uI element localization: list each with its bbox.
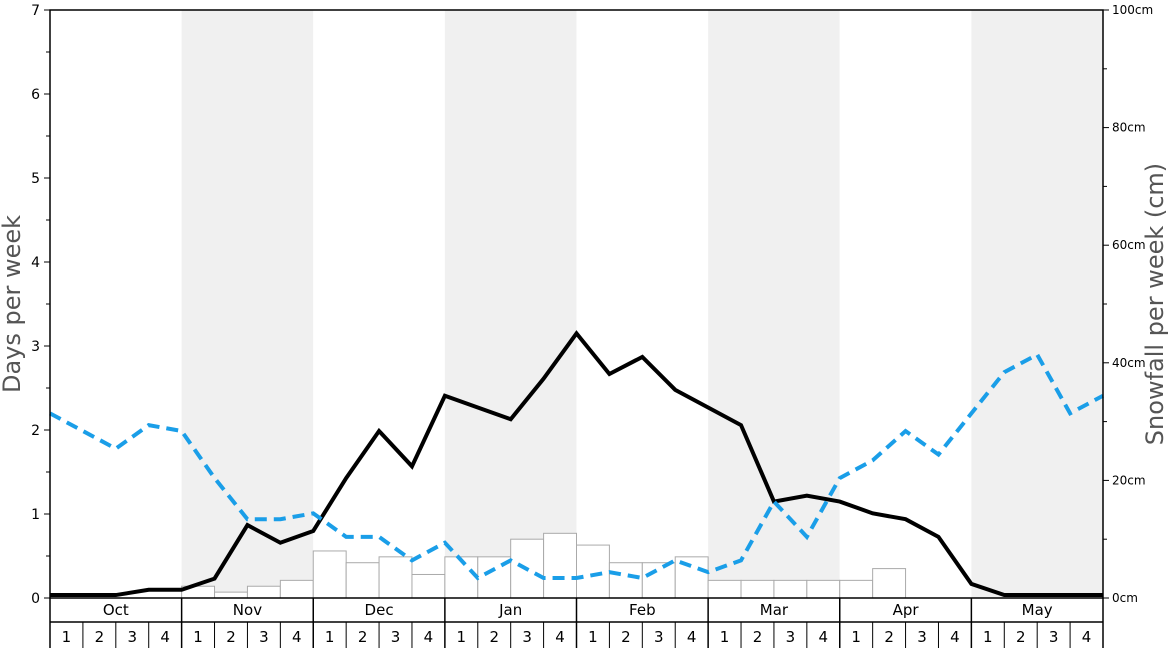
week-label: 2 — [884, 628, 894, 646]
month-label-may: May — [1022, 601, 1053, 619]
month-band-jan — [444, 10, 577, 598]
bar-week-12 — [411, 573, 446, 599]
x-axis-table: Oct 1 2 3 4 Nov 1 2 3 4 Dec 1 2 3 4 Jan 1 2 3 4 Feb 1 2 3 4 Mar 1 2… — [49, 598, 1104, 648]
bar-week-8 — [279, 579, 314, 599]
month-band-may — [971, 10, 1103, 598]
week-label: 3 — [259, 628, 269, 646]
month-bands — [50, 10, 1103, 598]
bar-week-9 — [312, 550, 347, 599]
bar-week-7 — [246, 585, 281, 599]
right-tick-label: 40cm — [1112, 356, 1146, 370]
week-label: 4 — [555, 628, 565, 646]
right-axis: 0cm 20cm 40cm 60cm 80cm 100cm — [1103, 3, 1153, 605]
left-tick-label: 3 — [31, 339, 40, 355]
week-label: 2 — [95, 628, 105, 646]
week-label: 1 — [983, 628, 993, 646]
week-label: 2 — [226, 628, 236, 646]
week-label: 1 — [62, 628, 72, 646]
week-label: 2 — [489, 628, 499, 646]
week-label: 1 — [720, 628, 730, 646]
left-tick-label: 7 — [31, 3, 40, 19]
bar-week-17 — [576, 544, 610, 599]
week-label: 1 — [457, 628, 467, 646]
week-label: 1 — [325, 628, 335, 646]
week-label: 4 — [950, 628, 960, 646]
left-tick-label: 4 — [31, 255, 40, 271]
right-tick-label: 60cm — [1112, 238, 1146, 252]
bar-week-10 — [345, 562, 380, 599]
right-tick-label: 100cm — [1112, 3, 1153, 17]
bar-week-25 — [839, 579, 874, 599]
dashed-snow-line — [49, 351, 1104, 581]
month-label-oct: Oct — [103, 601, 129, 619]
week-label: 1 — [193, 628, 203, 646]
week-label: 3 — [391, 628, 401, 646]
month-band-feb — [576, 10, 709, 598]
week-label: 4 — [292, 628, 302, 646]
month-label-mar: Mar — [760, 601, 789, 619]
left-axis-title: Days per week — [0, 215, 26, 393]
month-band-dec — [313, 10, 445, 598]
left-axis: 0 1 2 3 4 5 6 7 — [31, 3, 50, 607]
month-label-nov: Nov — [233, 601, 262, 619]
bar-week-23 — [773, 579, 808, 599]
week-label: 2 — [753, 628, 763, 646]
month-label-apr: Apr — [893, 601, 920, 619]
right-tick-label: 0cm — [1112, 591, 1138, 605]
month-label-dec: Dec — [365, 601, 394, 619]
week-label: 2 — [621, 628, 631, 646]
bar-week-18 — [608, 562, 643, 599]
week-label: 4 — [1082, 628, 1092, 646]
week-label: 4 — [819, 628, 829, 646]
month-label-feb: Feb — [629, 601, 656, 619]
bar-week-26 — [872, 568, 907, 599]
week-label: 4 — [424, 628, 434, 646]
week-label: 3 — [654, 628, 664, 646]
bar-week-19 — [641, 562, 676, 599]
bar-week-16 — [543, 532, 577, 599]
left-tick-label: 2 — [31, 423, 40, 439]
bar-week-6 — [214, 591, 248, 599]
bar-week-24 — [806, 579, 841, 599]
week-label: 3 — [917, 628, 927, 646]
days-bars — [181, 532, 907, 599]
bar-week-21 — [707, 579, 742, 599]
week-label: 3 — [522, 628, 532, 646]
month-label-jan: Jan — [498, 601, 522, 619]
week-label: 3 — [1049, 628, 1059, 646]
week-label: 2 — [1016, 628, 1026, 646]
left-tick-label: 0 — [31, 591, 40, 607]
bar-week-22 — [740, 579, 775, 599]
right-tick-label: 80cm — [1112, 121, 1146, 135]
left-tick-label: 1 — [31, 507, 40, 523]
snowfall-lines — [49, 330, 1104, 598]
month-band-oct — [50, 10, 182, 598]
right-tick-label: 20cm — [1112, 473, 1146, 487]
week-label: 4 — [160, 628, 170, 646]
week-label: 1 — [588, 628, 598, 646]
solid-snow-line — [50, 330, 1103, 598]
month-band-apr — [839, 10, 972, 598]
week-label: 4 — [687, 628, 697, 646]
week-label: 1 — [851, 628, 861, 646]
week-label: 3 — [127, 628, 137, 646]
left-tick-label: 6 — [31, 87, 40, 103]
left-tick-label: 5 — [31, 171, 40, 187]
bar-week-11 — [378, 556, 413, 599]
week-label: 3 — [786, 628, 796, 646]
week-label: 2 — [358, 628, 368, 646]
right-axis-title: Snowfall per week (cm) — [1141, 163, 1168, 445]
month-band-nov — [181, 10, 314, 598]
